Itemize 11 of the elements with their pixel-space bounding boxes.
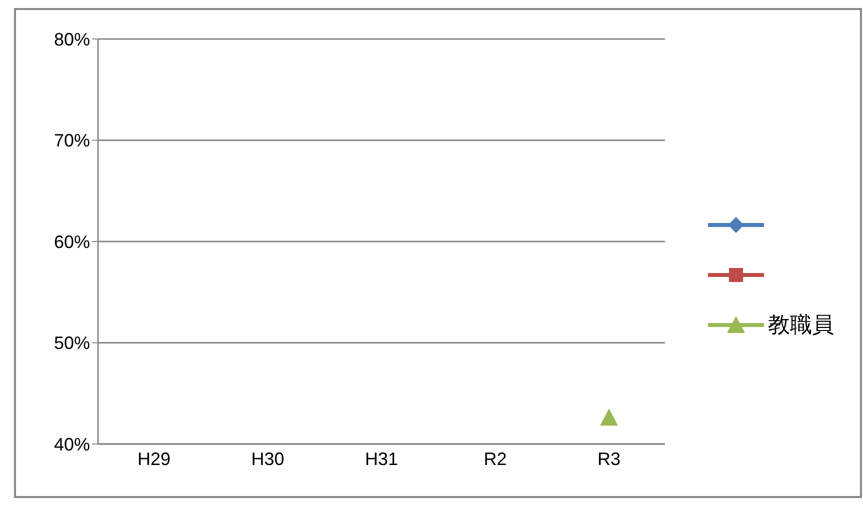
y-tick-label: 80% [54,29,90,50]
y-tick-label: 50% [54,333,90,354]
x-tick-label: R3 [597,448,621,469]
x-tick-label: R2 [484,448,507,469]
y-tick-label: 70% [54,130,90,151]
x-tick-label: H29 [137,448,171,469]
y-tick-label: 40% [54,434,90,454]
legend-label: 教職員 [768,311,834,339]
y-tick-label: 60% [54,232,90,252]
x-tick-label: H31 [364,448,398,469]
x-tick-label: H30 [251,448,284,469]
